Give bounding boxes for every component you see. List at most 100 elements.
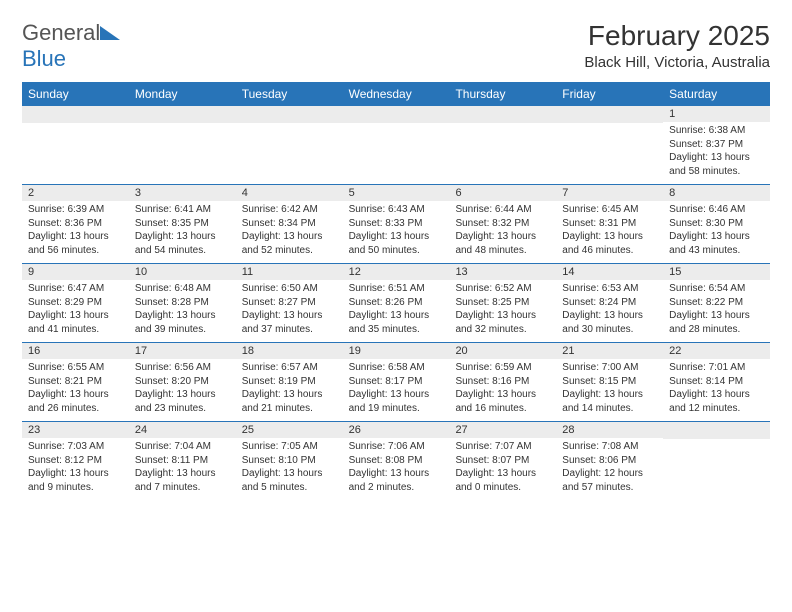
daylight-text: Daylight: 13 hours and 28 minutes.: [669, 309, 764, 336]
sunrise-text: Sunrise: 6:41 AM: [135, 203, 230, 217]
daylight-text: Daylight: 13 hours and 35 minutes.: [349, 309, 444, 336]
sunset-text: Sunset: 8:31 PM: [562, 217, 657, 231]
logo-text: GeneralBlue: [22, 20, 120, 72]
sunrise-text: Sunrise: 6:47 AM: [28, 282, 123, 296]
daylight-text: Daylight: 13 hours and 58 minutes.: [669, 151, 764, 178]
week-row: 1Sunrise: 6:38 AMSunset: 8:37 PMDaylight…: [22, 106, 770, 184]
sunrise-text: Sunrise: 7:03 AM: [28, 440, 123, 454]
empty-day-number: [449, 106, 556, 123]
sunset-text: Sunset: 8:16 PM: [455, 375, 550, 389]
logo: GeneralBlue: [22, 20, 120, 72]
day-content: Sunrise: 6:59 AMSunset: 8:16 PMDaylight:…: [449, 359, 556, 419]
sunrise-text: Sunrise: 6:58 AM: [349, 361, 444, 375]
day-content: Sunrise: 7:00 AMSunset: 8:15 PMDaylight:…: [556, 359, 663, 419]
logo-triangle-icon: [100, 20, 120, 46]
day-content: Sunrise: 7:05 AMSunset: 8:10 PMDaylight:…: [236, 438, 343, 498]
sunset-text: Sunset: 8:36 PM: [28, 217, 123, 231]
sunset-text: Sunset: 8:24 PM: [562, 296, 657, 310]
day-number: 11: [236, 264, 343, 280]
day-number: 24: [129, 422, 236, 438]
empty-day-number: [343, 106, 450, 123]
day-content: Sunrise: 6:41 AMSunset: 8:35 PMDaylight:…: [129, 201, 236, 261]
day-cell: 24Sunrise: 7:04 AMSunset: 8:11 PMDayligh…: [129, 422, 236, 500]
day-content: Sunrise: 6:47 AMSunset: 8:29 PMDaylight:…: [22, 280, 129, 340]
week-row: 16Sunrise: 6:55 AMSunset: 8:21 PMDayligh…: [22, 342, 770, 421]
day-content: Sunrise: 6:42 AMSunset: 8:34 PMDaylight:…: [236, 201, 343, 261]
sunset-text: Sunset: 8:22 PM: [669, 296, 764, 310]
day-number: 9: [22, 264, 129, 280]
calendar: Sunday Monday Tuesday Wednesday Thursday…: [22, 82, 770, 500]
day-cell: 1Sunrise: 6:38 AMSunset: 8:37 PMDaylight…: [663, 106, 770, 184]
day-cell: 6Sunrise: 6:44 AMSunset: 8:32 PMDaylight…: [449, 185, 556, 263]
day-content: Sunrise: 7:04 AMSunset: 8:11 PMDaylight:…: [129, 438, 236, 498]
empty-day-number: [236, 106, 343, 123]
day-cell: 23Sunrise: 7:03 AMSunset: 8:12 PMDayligh…: [22, 422, 129, 500]
sunset-text: Sunset: 8:34 PM: [242, 217, 337, 231]
sunrise-text: Sunrise: 6:54 AM: [669, 282, 764, 296]
sunrise-text: Sunrise: 7:04 AM: [135, 440, 230, 454]
sunset-text: Sunset: 8:12 PM: [28, 454, 123, 468]
title-block: February 2025 Black Hill, Victoria, Aust…: [584, 20, 770, 71]
sunset-text: Sunset: 8:33 PM: [349, 217, 444, 231]
day-cell: 8Sunrise: 6:46 AMSunset: 8:30 PMDaylight…: [663, 185, 770, 263]
sunset-text: Sunset: 8:06 PM: [562, 454, 657, 468]
day-number: 28: [556, 422, 663, 438]
daylight-text: Daylight: 13 hours and 16 minutes.: [455, 388, 550, 415]
daylight-text: Daylight: 13 hours and 48 minutes.: [455, 230, 550, 257]
daylight-text: Daylight: 12 hours and 57 minutes.: [562, 467, 657, 494]
daylight-text: Daylight: 13 hours and 41 minutes.: [28, 309, 123, 336]
day-number: 18: [236, 343, 343, 359]
day-content: Sunrise: 6:54 AMSunset: 8:22 PMDaylight:…: [663, 280, 770, 340]
day-number: 21: [556, 343, 663, 359]
daylight-text: Daylight: 13 hours and 5 minutes.: [242, 467, 337, 494]
sunrise-text: Sunrise: 6:53 AM: [562, 282, 657, 296]
day-number: 10: [129, 264, 236, 280]
day-cell: 9Sunrise: 6:47 AMSunset: 8:29 PMDaylight…: [22, 264, 129, 342]
day-cell: 15Sunrise: 6:54 AMSunset: 8:22 PMDayligh…: [663, 264, 770, 342]
sunrise-text: Sunrise: 7:05 AM: [242, 440, 337, 454]
day-cell: 17Sunrise: 6:56 AMSunset: 8:20 PMDayligh…: [129, 343, 236, 421]
empty-day-number: [129, 106, 236, 123]
day-content: Sunrise: 6:44 AMSunset: 8:32 PMDaylight:…: [449, 201, 556, 261]
sunrise-text: Sunrise: 7:07 AM: [455, 440, 550, 454]
sunrise-text: Sunrise: 7:08 AM: [562, 440, 657, 454]
sunrise-text: Sunrise: 6:52 AM: [455, 282, 550, 296]
day-number: 4: [236, 185, 343, 201]
sunset-text: Sunset: 8:32 PM: [455, 217, 550, 231]
day-content: Sunrise: 6:58 AMSunset: 8:17 PMDaylight:…: [343, 359, 450, 419]
day-number: 5: [343, 185, 450, 201]
day-number: 20: [449, 343, 556, 359]
day-number: 13: [449, 264, 556, 280]
day-cell: 21Sunrise: 7:00 AMSunset: 8:15 PMDayligh…: [556, 343, 663, 421]
day-header-sunday: Sunday: [22, 82, 129, 106]
day-content: Sunrise: 6:52 AMSunset: 8:25 PMDaylight:…: [449, 280, 556, 340]
logo-blue: Blue: [22, 46, 66, 71]
day-header-wednesday: Wednesday: [343, 82, 450, 106]
day-number: 12: [343, 264, 450, 280]
empty-day-number: [556, 106, 663, 123]
sunrise-text: Sunrise: 6:44 AM: [455, 203, 550, 217]
sunrise-text: Sunrise: 6:43 AM: [349, 203, 444, 217]
day-content: Sunrise: 6:38 AMSunset: 8:37 PMDaylight:…: [663, 122, 770, 182]
day-cell: 12Sunrise: 6:51 AMSunset: 8:26 PMDayligh…: [343, 264, 450, 342]
sunrise-text: Sunrise: 6:39 AM: [28, 203, 123, 217]
sunset-text: Sunset: 8:30 PM: [669, 217, 764, 231]
daylight-text: Daylight: 13 hours and 2 minutes.: [349, 467, 444, 494]
day-cell: 10Sunrise: 6:48 AMSunset: 8:28 PMDayligh…: [129, 264, 236, 342]
sunset-text: Sunset: 8:08 PM: [349, 454, 444, 468]
day-cell: 11Sunrise: 6:50 AMSunset: 8:27 PMDayligh…: [236, 264, 343, 342]
week-row: 2Sunrise: 6:39 AMSunset: 8:36 PMDaylight…: [22, 184, 770, 263]
day-cell: [663, 422, 770, 500]
sunrise-text: Sunrise: 6:51 AM: [349, 282, 444, 296]
day-number: 1: [663, 106, 770, 122]
day-cell: [129, 106, 236, 184]
empty-day-number: [663, 422, 770, 439]
sunrise-text: Sunrise: 6:42 AM: [242, 203, 337, 217]
day-content: Sunrise: 7:01 AMSunset: 8:14 PMDaylight:…: [663, 359, 770, 419]
sunrise-text: Sunrise: 6:55 AM: [28, 361, 123, 375]
day-content: Sunrise: 6:55 AMSunset: 8:21 PMDaylight:…: [22, 359, 129, 419]
day-header-monday: Monday: [129, 82, 236, 106]
daylight-text: Daylight: 13 hours and 12 minutes.: [669, 388, 764, 415]
weeks-container: 1Sunrise: 6:38 AMSunset: 8:37 PMDaylight…: [22, 106, 770, 500]
daylight-text: Daylight: 13 hours and 50 minutes.: [349, 230, 444, 257]
